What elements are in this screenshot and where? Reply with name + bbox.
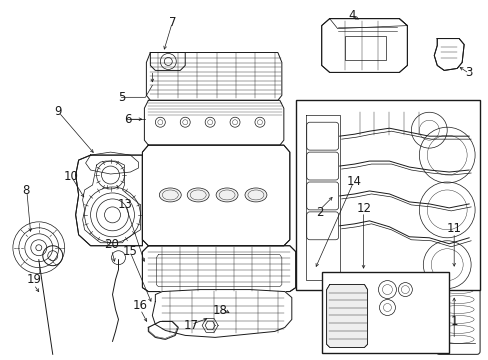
Text: 7: 7	[168, 16, 176, 29]
Text: 19: 19	[26, 273, 41, 286]
Polygon shape	[326, 285, 367, 347]
Polygon shape	[76, 155, 142, 246]
FancyBboxPatch shape	[304, 255, 348, 289]
Text: 4: 4	[347, 9, 355, 22]
Text: 16: 16	[132, 299, 147, 312]
Polygon shape	[148, 321, 178, 339]
Ellipse shape	[159, 188, 181, 202]
Polygon shape	[142, 145, 289, 246]
Text: 2: 2	[316, 206, 323, 219]
Polygon shape	[433, 39, 463, 71]
FancyBboxPatch shape	[435, 269, 479, 354]
Text: 12: 12	[356, 202, 370, 215]
Text: 14: 14	[346, 175, 361, 188]
Text: 5: 5	[118, 91, 125, 104]
Bar	[344, 36, 386, 60]
Text: 20: 20	[104, 238, 119, 251]
Bar	[295, 100, 479, 289]
Text: 18: 18	[212, 305, 227, 318]
Text: 9: 9	[55, 105, 62, 118]
Ellipse shape	[440, 270, 474, 284]
Text: 8: 8	[22, 184, 30, 197]
Text: 10: 10	[64, 170, 79, 183]
Bar	[321, 272, 448, 353]
Text: 11: 11	[446, 222, 461, 235]
Ellipse shape	[216, 188, 238, 202]
Ellipse shape	[187, 188, 209, 202]
Text: 6: 6	[123, 113, 131, 126]
Text: 17: 17	[183, 319, 198, 332]
Text: 13: 13	[118, 198, 132, 211]
Text: 3: 3	[464, 66, 471, 79]
Text: 15: 15	[122, 245, 137, 258]
Polygon shape	[152, 289, 291, 337]
Text: 1: 1	[449, 315, 457, 328]
Polygon shape	[321, 19, 407, 72]
Ellipse shape	[244, 188, 266, 202]
Polygon shape	[142, 246, 295, 292]
